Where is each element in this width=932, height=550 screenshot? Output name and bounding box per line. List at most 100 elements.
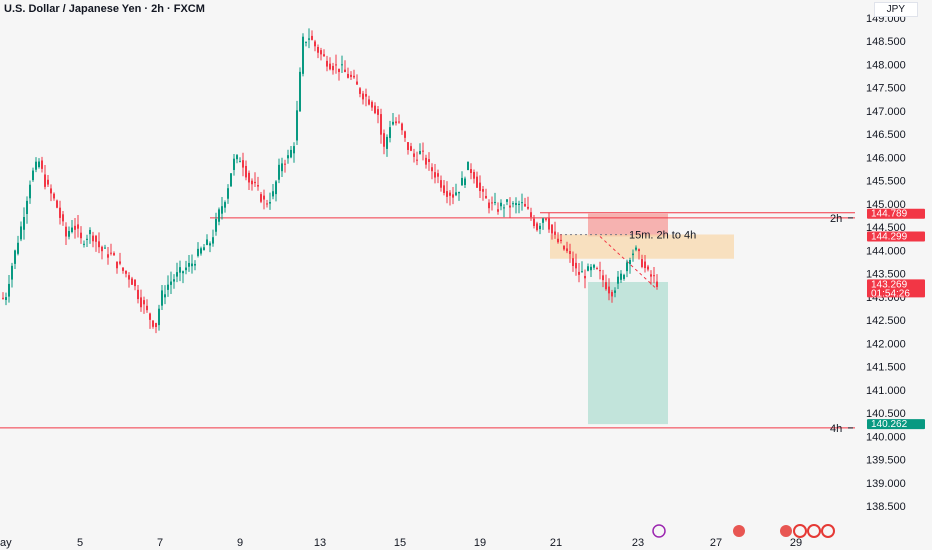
candle-body: [368, 99, 370, 105]
candle-body: [593, 264, 595, 268]
y-tick-label: 147.500: [866, 83, 906, 95]
event-icon-ring-2: [807, 524, 821, 538]
candle-body: [485, 195, 487, 199]
candle-body: [419, 151, 421, 154]
currency-label[interactable]: JPY: [873, 2, 918, 17]
candle-body: [233, 158, 235, 170]
candle-body: [8, 283, 10, 297]
candle-body: [425, 157, 427, 165]
candle-body: [617, 276, 619, 284]
candle-body: [638, 249, 640, 252]
candle-body: [2, 297, 4, 299]
candle-body: [230, 173, 232, 187]
candle-body: [284, 163, 286, 165]
candle-body: [56, 200, 58, 208]
candle-body: [23, 217, 25, 230]
candle-body: [392, 121, 394, 125]
candle-body: [26, 200, 28, 215]
candle-body: [170, 281, 172, 285]
candle-body: [272, 191, 274, 197]
candle-body: [203, 247, 205, 251]
stop-zone: [588, 213, 668, 237]
candle-body: [59, 207, 61, 218]
candle-body: [134, 279, 136, 287]
candle-body: [302, 36, 304, 74]
candle-body: [263, 195, 265, 200]
last-price-tag-bg: [867, 279, 925, 298]
candle-body: [626, 262, 628, 272]
candle-body: [98, 241, 100, 248]
candle-body: [548, 218, 550, 230]
candle-body: [29, 184, 31, 199]
candle-body: [110, 252, 112, 254]
candle-body: [317, 46, 319, 53]
candle-body: [401, 123, 403, 131]
event-icon-ring-3: [821, 524, 835, 538]
x-tick-label: 29: [790, 537, 802, 549]
candle-body: [461, 177, 463, 186]
x-tick-label: 15: [394, 537, 406, 549]
candle-body: [344, 69, 346, 73]
candle-body: [437, 173, 439, 177]
stop-price-tag-bg: [867, 208, 925, 219]
level-label-4h: 4h: [830, 423, 842, 435]
candle-body: [407, 142, 409, 150]
candle-body: [572, 258, 574, 267]
y-tick-label: 148.500: [866, 36, 906, 48]
candle-body: [431, 167, 433, 172]
candle-body: [362, 93, 364, 100]
candle-body: [512, 203, 514, 205]
entry-price-tag-bg: [867, 231, 925, 242]
candle-body: [116, 261, 118, 269]
candle-body: [518, 203, 520, 206]
entry-price-tag-text: 144.299: [871, 231, 908, 242]
candle-body: [242, 160, 244, 168]
candle-body: [275, 181, 277, 195]
candle-body: [596, 268, 598, 270]
candle-body: [191, 263, 193, 267]
candle-body: [653, 275, 655, 277]
candle-body: [488, 202, 490, 209]
x-tick-label: 9: [237, 537, 243, 549]
candle-body: [350, 74, 352, 77]
price-axis-bg: [855, 0, 932, 550]
candle-body: [167, 284, 169, 290]
candle-body: [287, 155, 289, 159]
candle-body: [509, 205, 511, 208]
candle-body: [503, 207, 505, 209]
x-tick-label: ay: [0, 537, 12, 549]
candle-body: [554, 231, 556, 235]
candle-body: [14, 250, 16, 264]
candle-body: [119, 261, 121, 264]
candle-body: [371, 101, 373, 108]
event-icon-ring-1: [793, 524, 807, 538]
candle-body: [65, 226, 67, 237]
stop-price-tag-text: 144.789: [871, 209, 908, 220]
candle-body: [71, 227, 73, 232]
candle-body: [266, 203, 268, 205]
y-tick-label: 139.000: [866, 478, 906, 490]
candle-body: [137, 289, 139, 300]
candle-body: [644, 261, 646, 269]
candle-body: [206, 239, 208, 245]
y-tick-label: 141.000: [866, 385, 906, 397]
candle-body: [608, 286, 610, 294]
candle-body: [482, 189, 484, 192]
candle-body: [320, 50, 322, 55]
candle-body: [104, 247, 106, 249]
candle-body: [398, 121, 400, 123]
candle-body: [590, 266, 592, 271]
candle-body: [107, 254, 109, 258]
candle-body: [140, 297, 142, 308]
candle-body: [428, 159, 430, 163]
candle-body: [83, 243, 85, 245]
candle-body: [200, 248, 202, 254]
candle-body: [239, 161, 241, 163]
candle-body: [179, 267, 181, 273]
candle-body: [542, 218, 544, 223]
candle-body: [305, 41, 307, 43]
candle-body: [149, 313, 151, 320]
candle-body: [257, 185, 259, 187]
